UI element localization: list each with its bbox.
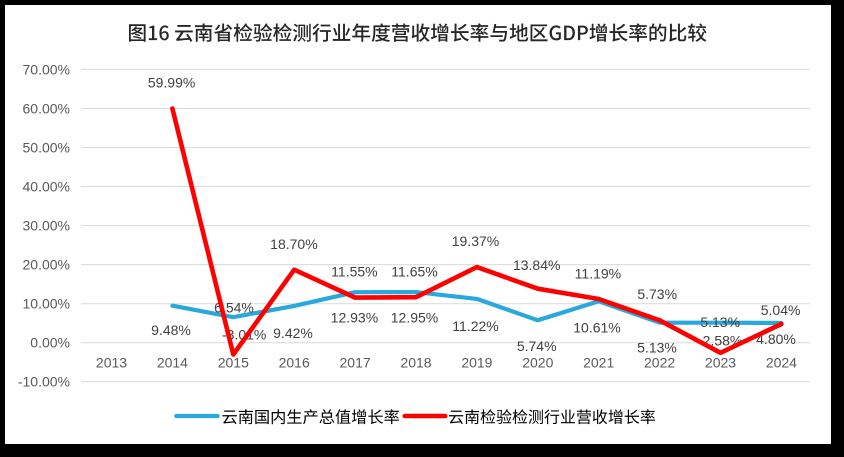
svg-text:50.00%: 50.00% [23,139,70,155]
svg-text:10.00%: 10.00% [23,296,70,312]
svg-text:60.00%: 60.00% [23,100,70,116]
svg-text:2017: 2017 [340,354,371,370]
svg-text:9.48%: 9.48% [151,322,191,338]
svg-text:18.70%: 18.70% [270,236,317,252]
svg-text:12.95%: 12.95% [391,310,438,326]
svg-text:2023: 2023 [705,354,736,370]
svg-text:-10.00%: -10.00% [18,374,70,390]
svg-text:5.04%: 5.04% [761,302,801,318]
svg-text:5.13%: 5.13% [637,340,677,356]
svg-text:2016: 2016 [279,354,310,370]
svg-text:2013: 2013 [96,354,127,370]
svg-text:2014: 2014 [157,354,188,370]
svg-text:40.00%: 40.00% [23,178,70,194]
svg-text:13.84%: 13.84% [513,257,560,273]
svg-text:2024: 2024 [766,354,797,370]
svg-text:70.00%: 70.00% [23,61,70,77]
svg-text:2015: 2015 [218,354,249,370]
svg-text:5.74%: 5.74% [517,338,557,354]
svg-text:30.00%: 30.00% [23,218,70,234]
svg-text:4.80%: 4.80% [756,331,796,347]
svg-text:2019: 2019 [461,354,492,370]
svg-text:2018: 2018 [400,354,431,370]
svg-text:-3.01%: -3.01% [222,326,266,342]
svg-text:9.42%: 9.42% [273,325,313,341]
svg-text:11.65%: 11.65% [391,264,437,280]
svg-text:11.22%: 11.22% [452,318,498,334]
svg-text:11.55%: 11.55% [331,264,377,280]
svg-text:20.00%: 20.00% [23,257,70,273]
svg-text:11.19%: 11.19% [575,265,621,281]
svg-text:59.99%: 59.99% [148,75,195,91]
svg-text:19.37%: 19.37% [452,233,499,249]
svg-text:5.73%: 5.73% [637,286,677,302]
svg-text:5.13%: 5.13% [700,314,740,330]
svg-text:2022: 2022 [644,354,675,370]
svg-text:2021: 2021 [583,354,614,370]
svg-text:12.93%: 12.93% [331,310,378,326]
svg-text:2020: 2020 [522,354,553,370]
svg-text:0.00%: 0.00% [30,335,70,351]
svg-text:10.61%: 10.61% [573,319,620,335]
